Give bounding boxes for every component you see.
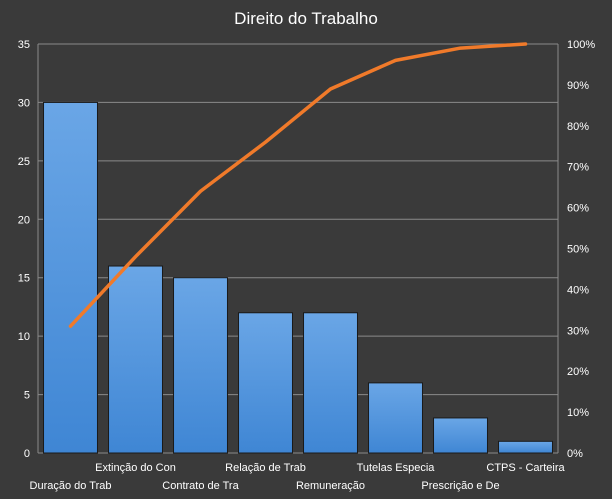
y2-tick-label: 10%: [567, 407, 589, 419]
bar: [303, 312, 358, 454]
y-tick-label: 20: [18, 214, 30, 226]
x-category-label: Contrato de Tra: [162, 480, 239, 492]
bar-series: [43, 101, 553, 454]
cumulative-line-series: [68, 42, 528, 328]
y-tick-label: 10: [18, 331, 30, 343]
y-tick-label: 5: [24, 390, 30, 402]
y-axis-right: 0% 10% 20% 30% 40% 50% 60% 70% 80% 90% 100%: [567, 39, 595, 460]
bar: [498, 440, 553, 454]
y-tick-label: 0: [24, 448, 30, 460]
y-tick-label: 35: [18, 39, 30, 51]
x-category-label: Prescrição e De: [421, 480, 499, 492]
y2-tick-label: 60%: [567, 203, 589, 215]
bar: [108, 265, 163, 454]
y2-tick-label: 80%: [567, 121, 589, 133]
y2-tick-label: 50%: [567, 244, 589, 256]
x-axis-categories: Duração do Trab Extinção do Con Contrato d…: [30, 462, 566, 492]
bar: [433, 417, 488, 454]
x-category-label: CTPS - Carteira: [486, 462, 565, 474]
bar: [173, 277, 228, 454]
x-category-label: Tutelas Especia: [357, 462, 436, 474]
y-tick-label: 25: [18, 156, 30, 168]
x-category-label: Extinção do Con: [95, 462, 176, 474]
bar: [43, 101, 98, 454]
y-tick-label: 30: [18, 97, 30, 109]
y-tick-label: 15: [18, 273, 30, 285]
bar: [368, 382, 423, 454]
cumulative-line: [68, 42, 528, 328]
x-category-label: Relação de Trab: [225, 462, 306, 474]
y-axis-left: 0 5 10 15 20 25 30 35: [18, 39, 30, 460]
y2-tick-label: 100%: [567, 39, 595, 51]
y2-tick-label: 70%: [567, 162, 589, 174]
y2-tick-label: 30%: [567, 325, 589, 337]
chart-title: Direito do Trabalho: [234, 9, 378, 28]
bar: [238, 312, 293, 454]
y2-tick-label: 90%: [567, 80, 589, 92]
x-category-label: Remuneração: [296, 480, 365, 492]
y2-tick-label: 20%: [567, 366, 589, 378]
y2-tick-label: 40%: [567, 284, 589, 296]
y2-tick-label: 0%: [567, 448, 583, 460]
x-category-label: Duração do Trab: [30, 480, 112, 492]
